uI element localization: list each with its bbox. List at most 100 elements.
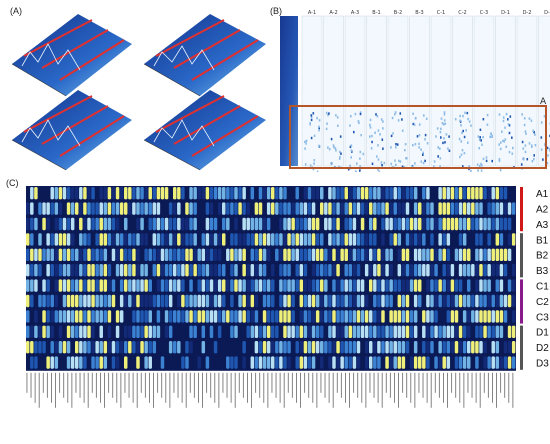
heatmap-cell xyxy=(320,325,324,338)
heatmap-cell xyxy=(262,202,267,215)
heatmap-cell xyxy=(242,294,246,308)
heatmap-cell xyxy=(79,264,83,277)
compound-label-tick xyxy=(251,372,252,408)
heatmap-cell xyxy=(422,325,426,338)
heatmap-cell xyxy=(34,294,38,308)
difference-column xyxy=(516,15,538,167)
heatmap-cell xyxy=(258,217,263,231)
compound-label-tick xyxy=(304,372,306,393)
heatmap-cell xyxy=(234,233,238,246)
heatmap-cell xyxy=(471,310,475,323)
heatmap-cell xyxy=(507,248,512,261)
heatmap-cell xyxy=(164,325,169,338)
compound-label-tick xyxy=(353,372,355,393)
heatmap-cell xyxy=(217,202,222,215)
heatmap-cell xyxy=(279,187,283,200)
signal-spot xyxy=(414,143,417,146)
heatmap-cell xyxy=(344,356,348,369)
heatmap-cell xyxy=(226,341,230,354)
heatmap-cell xyxy=(238,325,242,338)
heatmap-cell xyxy=(209,264,214,277)
heatmap-cell xyxy=(258,341,263,354)
heatmap-cell xyxy=(115,279,120,292)
heatmap-cell xyxy=(438,279,442,292)
heatmap-cell xyxy=(136,233,140,246)
heatmap-cell xyxy=(348,202,353,215)
heatmap-cell xyxy=(173,341,177,354)
signal-spot xyxy=(546,146,549,150)
heatmap-cell xyxy=(356,217,361,231)
heatmap-cell xyxy=(30,325,34,338)
heatmap-cell xyxy=(373,341,377,354)
heatmap-cell xyxy=(205,279,210,292)
heatmap-cell xyxy=(336,187,340,200)
compound-label-tick xyxy=(349,372,350,408)
heatmap-cell xyxy=(128,310,132,323)
heatmap-cell xyxy=(262,217,267,231)
heatmap-cell xyxy=(75,294,79,308)
heatmap-cell xyxy=(467,341,471,354)
heatmap-cell xyxy=(299,202,304,215)
heatmap-cell xyxy=(364,233,369,246)
heatmap-cell xyxy=(467,356,471,369)
heatmap-cell xyxy=(344,310,348,323)
heatmap-cell xyxy=(385,248,389,261)
heatmap-cell xyxy=(393,341,397,354)
heatmap-cell xyxy=(320,356,324,369)
heatmap-cell xyxy=(119,233,124,246)
heatmap-cell xyxy=(181,187,185,200)
heatmap-cell xyxy=(222,202,226,215)
heatmap-cell xyxy=(205,310,210,323)
heatmap-cell xyxy=(26,356,30,369)
signal-spot xyxy=(489,135,491,139)
heatmap-cell xyxy=(144,325,148,338)
heatmap-cell xyxy=(291,217,295,231)
heatmap-cell xyxy=(164,341,169,354)
heatmap-cell xyxy=(405,341,410,354)
heatmap-cell xyxy=(238,294,242,308)
signal-spot xyxy=(335,114,337,117)
heatmap-cell xyxy=(50,217,54,231)
heatmap-cell xyxy=(177,325,181,338)
signal-spot xyxy=(465,129,467,132)
heatmap-cell xyxy=(168,279,173,292)
group-bar xyxy=(520,325,523,370)
heatmap-cell xyxy=(173,217,177,231)
signal-spot xyxy=(441,121,444,125)
heatmap-cell xyxy=(124,294,128,308)
heatmap-cell xyxy=(291,294,295,308)
heatmap-cell xyxy=(258,202,263,215)
signal-spot xyxy=(356,162,358,165)
signal-spot xyxy=(470,169,472,172)
heatmap-cell xyxy=(26,217,30,231)
signal-spot xyxy=(439,165,441,168)
heatmap-cell xyxy=(446,356,451,369)
heatmap-cell xyxy=(511,187,516,200)
heatmap-cell xyxy=(30,356,34,369)
heatmap-cell xyxy=(442,202,446,215)
signal-spot xyxy=(447,147,449,150)
heatmap-cell xyxy=(197,187,201,200)
heatmap-cell xyxy=(295,248,299,261)
heatmap-cell xyxy=(397,310,402,323)
heatmap-cell xyxy=(340,356,344,369)
heatmap-cell xyxy=(250,294,255,308)
heatmap-cell xyxy=(422,279,426,292)
heatmap-cell xyxy=(389,279,393,292)
heatmap-cell xyxy=(307,356,312,369)
heatmap-cell xyxy=(242,248,246,261)
heatmap-cell xyxy=(173,187,177,200)
heatmap-cell xyxy=(66,279,71,292)
heatmap-cell xyxy=(373,310,377,323)
heatmap-cell xyxy=(217,356,222,369)
heatmap-cell xyxy=(475,217,479,231)
heatmap-cell xyxy=(266,294,271,308)
heatmap-cell xyxy=(291,341,295,354)
heatmap-cell xyxy=(246,248,250,261)
heatmap-cell xyxy=(275,310,279,323)
heatmap-cell xyxy=(132,279,136,292)
heatmap-cell xyxy=(254,341,259,354)
compound-label-tick xyxy=(128,372,130,398)
heatmap-cell xyxy=(58,248,63,261)
